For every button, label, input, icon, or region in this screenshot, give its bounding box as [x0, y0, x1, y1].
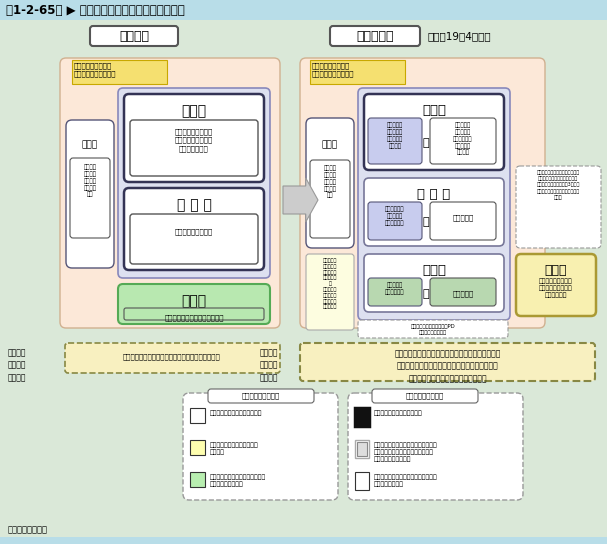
FancyBboxPatch shape	[358, 88, 510, 320]
FancyBboxPatch shape	[430, 202, 496, 240]
Text: 優れた知識、
能力及び業
績を有する者: 優れた知識、 能力及び業 績を有する者	[385, 206, 405, 226]
Text: （同　上）: （同 上）	[452, 290, 473, 298]
Bar	[0, 537, 607, 544]
FancyBboxPatch shape	[70, 158, 110, 238]
Text: 所属組織の教育研究
の円滑な実施に必要
な業務を行う: 所属組織の教育研究 の円滑な実施に必要 な業務を行う	[539, 278, 573, 299]
Text: 学校教育法上の職の
種類と職名・職務内容: 学校教育法上の職の 種類と職名・職務内容	[312, 62, 354, 77]
Text: 特に優れた
知識、能力
及び業績を
有する者: 特に優れた 知識、能力 及び業績を 有する者	[387, 122, 403, 149]
Text: ＋: ＋	[422, 138, 429, 148]
FancyBboxPatch shape	[118, 284, 270, 324]
Text: ＋: ＋	[422, 217, 429, 227]
FancyBboxPatch shape	[300, 58, 545, 328]
FancyBboxPatch shape	[90, 26, 178, 46]
Bar	[355, 472, 369, 490]
Text: 教授の職務を助ける: 教授の職務を助ける	[175, 228, 213, 234]
Bar	[190, 440, 205, 455]
FancyBboxPatch shape	[130, 120, 258, 176]
Text: 主たる職務が教育研究か教育研究
の補助等か柔軟な職: 主たる職務が教育研究か教育研究 の補助等か柔軟な職	[210, 474, 266, 486]
Text: 教　授: 教 授	[181, 104, 206, 118]
Text: 助　手: 助 手	[181, 294, 206, 308]
FancyBboxPatch shape	[130, 214, 258, 264]
FancyBboxPatch shape	[306, 254, 354, 330]
Text: 知識及び能
力を有する者: 知識及び能 力を有する者	[385, 282, 405, 294]
Text: 学校教育法上の職の
種類と職名・職務内容: 学校教育法上の職の 種類と職名・職務内容	[74, 62, 117, 77]
Bar	[190, 408, 205, 423]
Text: （講座制・学科目制に関する諸規定を削除して）各
教員の役割の分担及び連携の組織的な体制の確保
や責任の明確化についての規定を新設: （講座制・学科目制に関する諸規定を削除して）各 教員の役割の分担及び連携の組織的…	[395, 349, 501, 383]
Text: 准 教 授: 准 教 授	[418, 188, 450, 201]
Text: 職を置く組織の意味: 職を置く組織の意味	[406, 393, 444, 399]
Polygon shape	[283, 178, 318, 222]
FancyBboxPatch shape	[183, 393, 338, 500]
Text: 大学設置
基準上の
教員組織: 大学設置 基準上の 教員組織	[8, 348, 27, 382]
FancyBboxPatch shape	[124, 94, 264, 182]
FancyBboxPatch shape	[118, 88, 270, 278]
Text: 主たる職務が教育研究である職: 主たる職務が教育研究である職	[210, 410, 262, 416]
Text: 主たる職務が教育研究の補助
である職: 主たる職務が教育研究の補助 である職	[210, 442, 259, 455]
Text: 教　授: 教 授	[422, 104, 446, 117]
FancyBboxPatch shape	[368, 118, 422, 164]
FancyBboxPatch shape	[60, 58, 280, 328]
Text: 囲いの中の色の意味: 囲いの中の色の意味	[242, 393, 280, 399]
Text: 基本的には置かなければならないが、
教育研究組織として適切な場合は置
かないことができる職: 基本的には置かなければならないが、 教育研究組織として適切な場合は置 かないこと…	[374, 442, 438, 461]
FancyBboxPatch shape	[300, 343, 595, 381]
FancyBboxPatch shape	[66, 120, 114, 268]
FancyBboxPatch shape	[330, 26, 420, 46]
Bar	[355, 440, 369, 458]
FancyBboxPatch shape	[364, 94, 504, 170]
Bar	[0, 0, 607, 20]
Text: 教授又は
助教授に
準ずる職
務に従事
する: 教授又は 助教授に 準ずる職 務に従事 する	[324, 165, 336, 199]
Text: 現行制度: 現行制度	[119, 29, 149, 42]
Bar	[190, 472, 205, 487]
FancyBboxPatch shape	[124, 188, 264, 270]
Text: 学生を教授
し、その研
究を指導し、
又は研究に
従事する: 学生を教授 し、その研 究を指導し、 又は研究に 従事する	[453, 122, 473, 156]
FancyBboxPatch shape	[306, 118, 354, 248]
Text: 講　師: 講 師	[82, 140, 98, 149]
Bar	[310, 60, 405, 84]
Text: 助 教 授: 助 教 授	[177, 198, 211, 212]
FancyBboxPatch shape	[310, 160, 350, 238]
Text: 助　教: 助 教	[422, 264, 446, 277]
FancyBboxPatch shape	[364, 254, 504, 312]
Text: ＋: ＋	[422, 289, 429, 299]
Bar	[357, 442, 367, 456]
FancyBboxPatch shape	[430, 118, 496, 164]
Text: 教授又は
助教授に
準ずる職
務に従事
する: 教授又は 助教授に 準ずる職 務に従事 する	[84, 164, 97, 197]
Text: 必ず置かなければならない職: 必ず置かなければならない職	[374, 410, 422, 416]
FancyBboxPatch shape	[348, 393, 523, 500]
Text: ・准教授等
への昇任に
当たり適正
な業績の業
績
・組織を変
えた際の任
案制や再雇
用等の活用: ・准教授等 への昇任に 当たり適正 な業績の業 績 ・組織を変 えた際の任 案制…	[323, 258, 337, 310]
FancyBboxPatch shape	[430, 278, 496, 306]
FancyBboxPatch shape	[372, 389, 478, 403]
Text: 新しい制度: 新しい制度	[356, 29, 394, 42]
FancyBboxPatch shape	[65, 343, 280, 373]
Text: 各大学の判断により、例えば、主
行副手等の職を設けることや専
門性の高い職員を超す等3職との
間で人事交流を行うことも考えら
れる。: 各大学の判断により、例えば、主 行副手等の職を設けることや専 門性の高い職員を超…	[537, 170, 580, 200]
Bar	[355, 408, 369, 426]
Text: 例えば、博士課程修了後、PD
を経た者などを想定: 例えば、博士課程修了後、PD を経た者などを想定	[411, 324, 455, 335]
Text: （同　上）: （同 上）	[452, 215, 473, 221]
Text: 資料：文部科学省: 資料：文部科学省	[8, 525, 48, 534]
Text: 大学の判断により置くかどうかを決め
ることができる職: 大学の判断により置くかどうかを決め ることができる職	[374, 474, 438, 486]
Text: 学生を教授し、その
研究を指導し、又は
研究に従事する: 学生を教授し、その 研究を指導し、又は 研究に従事する	[175, 128, 213, 152]
Text: 第1-2-65図 ▶ 新しい大学教員組織制度（概要）: 第1-2-65図 ▶ 新しい大学教員組織制度（概要）	[6, 3, 185, 16]
FancyBboxPatch shape	[124, 308, 264, 320]
Text: 講　師: 講 師	[322, 140, 338, 149]
FancyBboxPatch shape	[368, 278, 422, 306]
Text: 大学設置
基準上の
教員組織: 大学設置 基準上の 教員組織	[260, 348, 279, 382]
Text: 助　手: 助 手	[544, 264, 568, 277]
Text: （平成19年4月～）: （平成19年4月～）	[428, 31, 492, 41]
FancyBboxPatch shape	[208, 389, 314, 403]
FancyBboxPatch shape	[368, 202, 422, 240]
Bar	[72, 60, 167, 84]
Text: 教授及び助教授の職務を助ける: 教授及び助教授の職務を助ける	[164, 314, 224, 320]
FancyBboxPatch shape	[364, 178, 504, 246]
FancyBboxPatch shape	[358, 320, 508, 338]
Text: 講座制・学科目制を例示し、その内容を詳細に規定: 講座制・学科目制を例示し、その内容を詳細に規定	[123, 353, 221, 360]
FancyBboxPatch shape	[516, 166, 601, 248]
FancyBboxPatch shape	[516, 254, 596, 316]
